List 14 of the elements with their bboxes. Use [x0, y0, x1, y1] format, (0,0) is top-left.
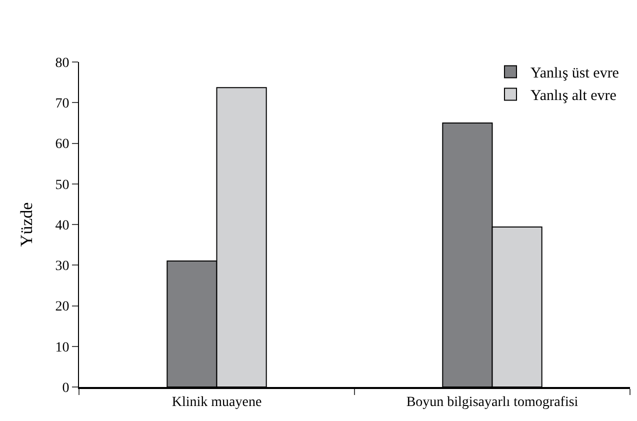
y-tick-label: 20 [55, 300, 70, 315]
y-tick-label: 40 [55, 218, 70, 234]
y-axis-title: Yüzde [16, 202, 36, 247]
y-tick-label: 80 [55, 56, 70, 71]
x-tick-label: Klinik muayene [172, 394, 262, 410]
y-tick-label: 10 [55, 340, 70, 356]
x-tick-label: Boyun bilgisayarlı tomografisi [406, 394, 578, 410]
y-tick-label: 60 [55, 137, 70, 152]
y-tick-label: 50 [55, 178, 70, 193]
y-tick-label: 0 [62, 380, 70, 396]
legend-label: Yanlış üst evre [530, 66, 620, 82]
y-tick-label: 70 [55, 96, 70, 112]
legend-label: Yanlış alt evre [530, 88, 617, 104]
y-tick-label: 30 [55, 259, 70, 274]
